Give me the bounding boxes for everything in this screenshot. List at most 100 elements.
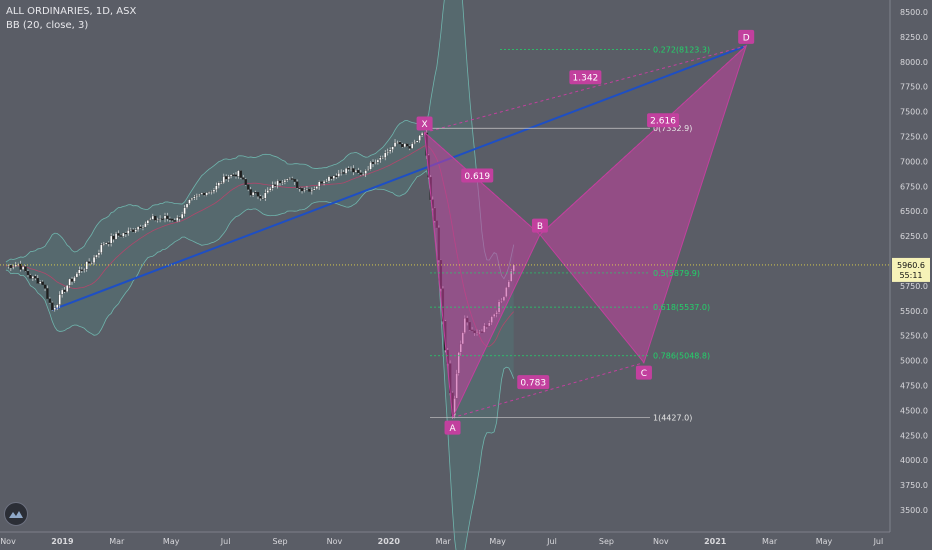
pivot-label-a: A [449, 424, 456, 434]
candle [51, 302, 54, 311]
xabcd-pattern[interactable] [423, 44, 748, 420]
candle [149, 219, 152, 221]
indicator-legend[interactable]: BB (20, close, 3) [6, 20, 89, 31]
candle [41, 281, 44, 285]
x-tick-label: 2021 [704, 537, 727, 546]
candle [229, 174, 233, 177]
fib-label: 0(7332.9) [653, 124, 692, 133]
candle [288, 178, 291, 180]
symbol-title: ALL ORDINARIES, 1D, ASX [6, 6, 137, 17]
candle [320, 181, 323, 184]
candle [205, 192, 208, 196]
candle [7, 265, 10, 267]
candle [227, 176, 230, 180]
candle [310, 189, 313, 192]
candle [398, 142, 402, 145]
candle [127, 230, 130, 234]
candle [256, 192, 260, 197]
candle [100, 244, 103, 253]
candle [176, 217, 179, 221]
candle [12, 266, 15, 269]
y-tick-label: 7750.0 [900, 83, 928, 92]
candle [119, 235, 123, 237]
candle [31, 276, 35, 279]
y-tick-label: 4500.0 [900, 406, 928, 415]
ratio-label: 2.616 [650, 117, 676, 127]
candle [337, 173, 340, 177]
trendline-segment [51, 44, 747, 311]
pivot-label-b: B [537, 222, 543, 232]
candle [374, 162, 377, 164]
candle [369, 161, 372, 170]
candle [244, 179, 247, 185]
candle [114, 233, 118, 240]
candle [190, 197, 194, 200]
candle [129, 229, 132, 231]
bb-upper [5, 0, 515, 280]
candle [291, 178, 294, 180]
ratio-label: 0.619 [464, 172, 490, 182]
candle [273, 184, 277, 186]
candle [232, 174, 235, 176]
candle [335, 175, 338, 178]
candle [132, 229, 135, 233]
candle [105, 242, 108, 245]
x-tick-label: 2019 [51, 537, 74, 546]
pattern-xab-triangle [423, 131, 541, 420]
candle [293, 179, 296, 182]
candle [107, 242, 110, 244]
candle [46, 288, 49, 299]
candle [124, 232, 127, 235]
candle [406, 143, 409, 147]
candle [68, 278, 71, 286]
candle [401, 143, 404, 148]
candle [56, 304, 59, 309]
y-tick-label: 3500.0 [900, 506, 928, 515]
candle [217, 182, 220, 186]
ratio-badge [569, 70, 602, 85]
pattern-xd-link [424, 45, 747, 133]
candle [154, 215, 157, 221]
candle [58, 294, 61, 305]
fib-levels: 0.272(8123.3) 0(7332.9) 0.5(5879.9) 0.618(5… [430, 46, 710, 423]
y-tick-label: 6500.0 [900, 207, 928, 216]
candle [313, 188, 316, 191]
candle [239, 170, 243, 178]
ratio-badge [647, 113, 680, 128]
candle [251, 192, 255, 196]
candle [381, 157, 384, 159]
ratio-label: 0.783 [520, 379, 546, 389]
candle [48, 298, 52, 303]
candle [342, 172, 345, 174]
candle [210, 191, 213, 193]
candle [415, 140, 419, 143]
candle [413, 142, 416, 144]
candle [112, 235, 115, 240]
candle [146, 220, 150, 224]
candle [139, 226, 142, 229]
candle [161, 218, 164, 220]
candle [207, 191, 211, 193]
y-tick-label: 5750.0 [900, 282, 928, 291]
candle [78, 269, 81, 274]
candle [198, 194, 201, 196]
candle [9, 265, 12, 269]
candle [366, 169, 370, 171]
fib-label: 0.5(5879.9) [653, 269, 700, 278]
pivot-badge [416, 116, 433, 131]
candle [303, 189, 306, 192]
candle [371, 161, 375, 164]
candle [215, 185, 218, 191]
candle [281, 181, 284, 184]
trendline[interactable] [51, 44, 747, 311]
candle [36, 278, 39, 284]
candle [305, 188, 309, 191]
fib-label: 1(4427.0) [653, 414, 692, 423]
y-tick-label: 3750.0 [900, 481, 928, 490]
tradingview-logo-icon[interactable] [4, 502, 28, 526]
candle [80, 269, 83, 271]
x-tick-label: Mar [762, 537, 778, 546]
fib-label: 0.786(5048.8) [653, 352, 710, 361]
